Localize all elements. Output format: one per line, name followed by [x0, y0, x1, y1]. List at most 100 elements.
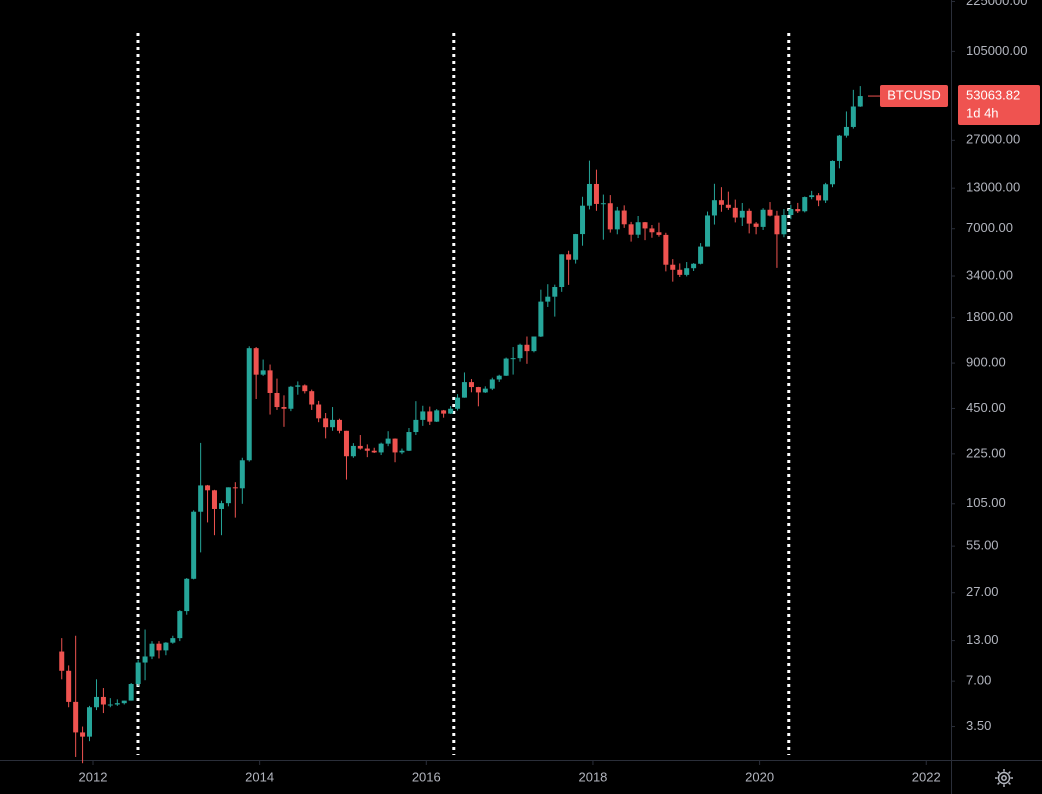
- axes: 3.50 7.00 13.00 27.00 55.00 105.00 225.00 450.0…: [79, 0, 1040, 784]
- candle-body: [677, 269, 683, 275]
- candle-body: [205, 485, 211, 491]
- candle-body: [107, 704, 113, 706]
- candle-body: [524, 344, 530, 352]
- candle-body: [163, 642, 169, 651]
- candle-body: [218, 503, 224, 509]
- candle-body: [816, 195, 822, 201]
- y-tick-label: 27.00: [966, 584, 999, 599]
- candle-body: [378, 443, 384, 453]
- candle-body: [246, 348, 252, 461]
- candle-body: [316, 404, 322, 419]
- candle-body: [184, 578, 190, 612]
- candle-body: [392, 438, 398, 453]
- candle-body: [121, 700, 127, 704]
- candle-body: [774, 215, 780, 235]
- candle-body: [441, 410, 447, 414]
- candle-body: [628, 224, 634, 235]
- candle-body: [211, 490, 217, 509]
- candle-body: [427, 411, 433, 422]
- candle-body: [656, 232, 662, 235]
- candle-body: [114, 703, 120, 705]
- candle-body: [448, 408, 454, 414]
- candle-body: [531, 336, 537, 352]
- candle-body: [253, 348, 259, 375]
- candle-body: [705, 215, 711, 247]
- candle-body: [350, 445, 356, 457]
- candle-body: [607, 203, 613, 230]
- candle-body: [149, 643, 155, 657]
- candle-body: [323, 418, 329, 428]
- candle-body: [142, 656, 148, 663]
- candle-body: [635, 222, 641, 235]
- candle-body: [614, 210, 620, 230]
- candle-body: [281, 407, 287, 409]
- candle-body: [86, 707, 92, 737]
- candle-body: [413, 419, 419, 433]
- candle-body: [781, 215, 787, 235]
- candle-body: [302, 385, 308, 392]
- candle-body: [239, 460, 245, 489]
- candle-body: [406, 432, 412, 451]
- candle-body: [385, 438, 391, 444]
- candle-body: [93, 696, 99, 708]
- candle-body: [455, 397, 461, 409]
- x-tick-label: 2016: [412, 769, 441, 784]
- candle-body: [517, 344, 523, 359]
- y-tick-label: 450.00: [966, 400, 1006, 415]
- candle-body: [809, 195, 815, 198]
- candle-body: [621, 210, 627, 225]
- candle-body: [100, 696, 106, 705]
- candle-body: [177, 611, 183, 639]
- candle-body: [295, 385, 301, 387]
- y-tick-label: 225000.00: [966, 0, 1027, 8]
- y-tick-label: 13.00: [966, 632, 999, 647]
- candle-body: [573, 234, 579, 260]
- candle-body: [461, 382, 467, 398]
- candle-body: [684, 268, 690, 275]
- candle-body: [795, 209, 801, 212]
- candle-body: [364, 448, 370, 451]
- candle-body: [496, 375, 502, 380]
- candle-body: [545, 296, 551, 302]
- candle-body: [739, 210, 745, 218]
- candle-body: [760, 209, 766, 227]
- symbol-tag: [880, 85, 948, 108]
- candle-body: [836, 135, 842, 161]
- candle-body: [288, 386, 294, 409]
- y-tick-label: 7000.00: [966, 220, 1013, 235]
- y-tick-label: 7.00: [966, 673, 991, 688]
- candle-body: [73, 701, 79, 733]
- candle-body: [593, 183, 599, 204]
- candle-body: [198, 485, 204, 512]
- candle-body: [711, 200, 717, 216]
- candle-body: [343, 430, 349, 457]
- candle-body: [566, 254, 572, 260]
- price-label: 53063.82: [966, 87, 1020, 102]
- candle-body: [600, 203, 606, 205]
- countdown-label: 1d 4h: [966, 105, 999, 120]
- candle-body: [802, 197, 808, 212]
- candle-body: [857, 96, 863, 107]
- candle-body: [420, 411, 426, 420]
- candle-body: [753, 223, 759, 227]
- y-tick-label: 900.00: [966, 355, 1006, 370]
- y-tick-label: 13000.00: [966, 180, 1020, 195]
- candle-body: [330, 419, 336, 428]
- settings-icon[interactable]: [995, 769, 1013, 787]
- candle-body: [267, 370, 273, 393]
- candle-body: [510, 358, 516, 360]
- candle-body: [170, 638, 176, 643]
- candle-body: [482, 388, 488, 393]
- candle-body: [225, 487, 231, 504]
- candle-body: [746, 210, 752, 224]
- y-tick-label: 3.50: [966, 718, 991, 733]
- candle-body: [691, 263, 697, 269]
- y-tick-label: 105000.00: [966, 43, 1027, 58]
- candle-body: [232, 487, 238, 489]
- candle-body: [580, 205, 586, 235]
- candle-body: [725, 204, 731, 208]
- candle-body: [260, 370, 266, 375]
- plot: [59, 33, 863, 764]
- y-tick-label: 55.00: [966, 538, 999, 553]
- candle-body: [552, 287, 558, 297]
